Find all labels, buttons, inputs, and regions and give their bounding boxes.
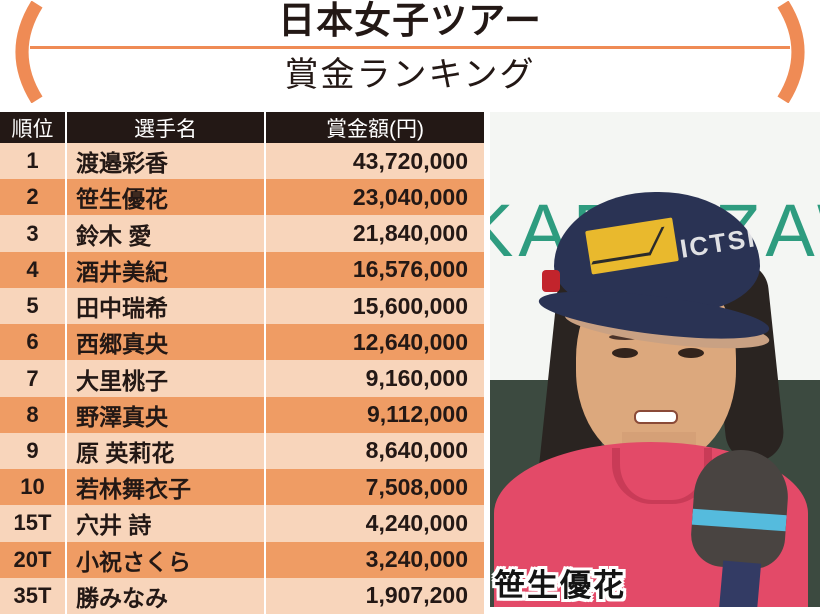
table-row: 3 鈴木 愛 21,840,000 — [0, 215, 484, 252]
rank-cell: 20T — [0, 541, 65, 578]
rank-cell: 1 — [0, 143, 65, 180]
rank-cell: 7 — [0, 360, 65, 397]
prize-amount-cell: 9,160,000 — [266, 360, 484, 397]
prize-amount-cell: 43,720,000 — [266, 143, 484, 180]
player-name-cell: 大里桃子 — [67, 360, 264, 397]
prize-amount-cell: 7,508,000 — [266, 469, 484, 506]
prize-amount-cell: 12,640,000 — [266, 324, 484, 361]
mouth-shape — [634, 410, 678, 424]
left-parenthesis-decoration — [15, 1, 43, 103]
column-header-player: 選手名 — [67, 112, 264, 143]
table-row: 2 笹生優花 23,040,000 — [0, 179, 484, 216]
page-title: 日本女子ツアー — [278, 0, 542, 41]
prize-amount-cell: 16,576,000 — [266, 251, 484, 288]
table-row: 4 酒井美紀 16,576,000 — [0, 251, 484, 288]
player-name-cell: 野澤真央 — [67, 396, 264, 433]
prize-amount-cell: 9,112,000 — [266, 396, 484, 433]
photo-caption: 笹生優花 — [494, 568, 626, 603]
player-name-cell: 笹生優花 — [67, 179, 264, 216]
table-row: 35T 勝みなみ 1,907,200 — [0, 577, 484, 614]
rank-cell: 2 — [0, 179, 65, 216]
table-row: 5 田中瑞希 15,600,000 — [0, 287, 484, 325]
player-name-cell: 渡邉彩香 — [67, 143, 264, 180]
prize-amount-cell: 4,240,000 — [266, 505, 484, 542]
table-row: 20T 小祝さくら 3,240,000 — [0, 541, 484, 578]
right-parenthesis-decoration — [777, 1, 805, 103]
cap-logo-glyph — [591, 226, 665, 265]
microphone-stripe — [691, 508, 787, 532]
rank-cell: 4 — [0, 251, 65, 288]
rank-cell: 8 — [0, 396, 65, 433]
table-row: 1 渡邉彩香 43,720,000 — [0, 143, 484, 180]
player-photo: KARUIZAWA ICTSI 笹生優花 — [490, 112, 820, 607]
table-header-row: 順位 選手名 賞金額(円) — [0, 112, 484, 143]
table-row: 7 大里桃子 9,160,000 — [0, 360, 484, 397]
player-name-cell: 小祝さくら — [67, 541, 264, 578]
column-header-rank: 順位 — [0, 112, 65, 143]
rank-cell: 15T — [0, 505, 65, 542]
player-name-cell: 若林舞衣子 — [67, 469, 264, 506]
player-name-cell: 酒井美紀 — [67, 251, 264, 288]
prize-amount-cell: 1,907,200 — [266, 577, 484, 614]
page-subtitle: 賞金ランキング — [284, 56, 536, 94]
header: 日本女子ツアー 賞金ランキング — [0, 0, 820, 110]
rank-cell: 5 — [0, 287, 65, 325]
eye-shape — [612, 348, 638, 358]
rank-cell: 9 — [0, 432, 65, 470]
rank-cell: 6 — [0, 324, 65, 361]
table-row: 9 原 英莉花 8,640,000 — [0, 432, 484, 470]
prize-amount-cell: 8,640,000 — [266, 432, 484, 470]
eye-shape — [678, 348, 704, 358]
rank-cell: 10 — [0, 469, 65, 506]
player-name-cell: 原 英莉花 — [67, 432, 264, 470]
prize-amount-cell: 23,040,000 — [266, 179, 484, 216]
table-row: 10 若林舞衣子 7,508,000 — [0, 469, 484, 506]
player-name-cell: 田中瑞希 — [67, 287, 264, 325]
player-name-cell: 鈴木 愛 — [67, 215, 264, 252]
player-name-cell: 穴井 詩 — [67, 505, 264, 542]
divider-line — [30, 46, 790, 49]
rank-cell: 3 — [0, 215, 65, 252]
rank-cell: 35T — [0, 577, 65, 614]
prize-amount-cell: 21,840,000 — [266, 215, 484, 252]
ranking-table: 順位 選手名 賞金額(円) 1 渡邉彩香 43,720,000 2 笹生優花 2… — [0, 112, 484, 614]
prize-amount-cell: 15,600,000 — [266, 287, 484, 325]
cap-side-badge — [542, 270, 560, 292]
microphone-foam — [688, 446, 792, 572]
table-row: 8 野澤真央 9,112,000 — [0, 396, 484, 433]
table-row: 15T 穴井 詩 4,240,000 — [0, 505, 484, 542]
microphone-handle — [718, 560, 762, 607]
player-name-cell: 西郷真央 — [67, 324, 264, 361]
player-name-cell: 勝みなみ — [67, 577, 264, 614]
table-row: 6 西郷真央 12,640,000 — [0, 324, 484, 361]
prize-amount-cell: 3,240,000 — [266, 541, 484, 578]
table-body: 1 渡邉彩香 43,720,000 2 笹生優花 23,040,000 3 鈴木… — [0, 143, 484, 614]
column-header-prize: 賞金額(円) — [266, 112, 484, 143]
